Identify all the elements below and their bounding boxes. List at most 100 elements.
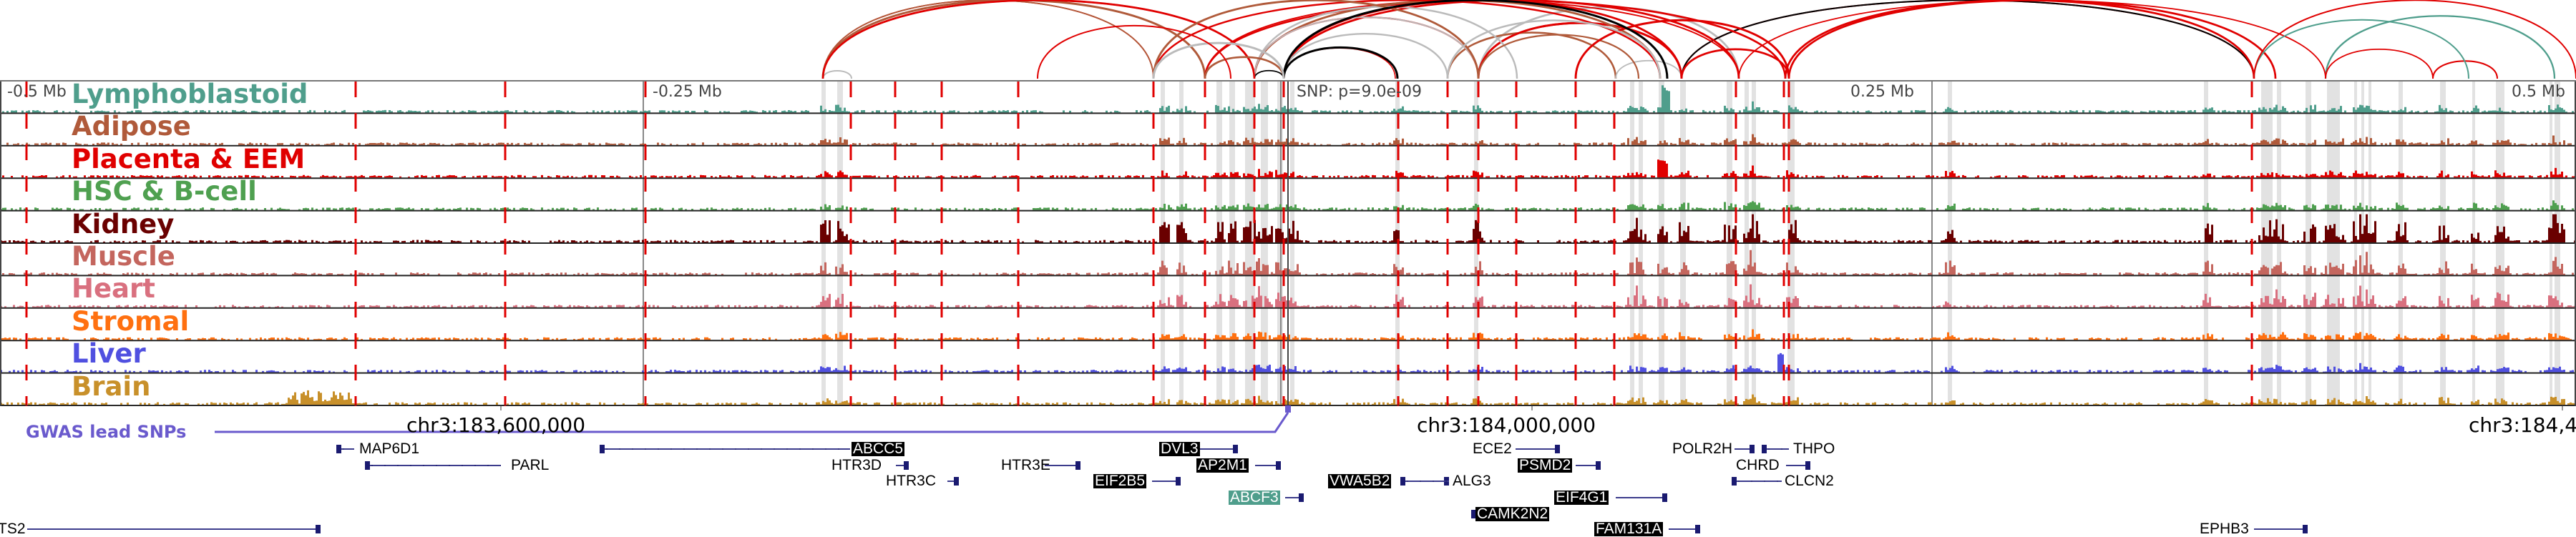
gwas-snp-marker[interactable] [1285,405,1291,413]
exon-block [1299,493,1304,502]
coordinate-label: chr3:183,600,000 [406,413,586,437]
gene-name[interactable]: CLCN2 [1785,473,1834,489]
exon-block [1805,461,1810,470]
exon-block [1233,445,1238,453]
loop-arc [1784,0,2255,79]
snp-pvalue-label: SNP: p=9.0e-09 [1297,83,1422,101]
loop-arc [1152,0,1480,79]
gene-name[interactable]: HTR3C [886,473,937,489]
coordinate-label: chr3:184,000,000 [1417,413,1596,437]
gene-body [1576,465,1601,466]
loop-arc [821,0,1256,79]
axis-label-right: 0.5 Mb [2512,83,2565,101]
loop-arc [1787,0,2277,79]
track-label: HSC & B-cell [72,176,257,207]
gene-body [1045,465,1080,466]
loop-arc [2431,60,2499,79]
gene-name[interactable]: ECE2 [1473,440,1512,457]
signal-tracks: Lymphoblastoid Adipose Placenta & EEM HSC &… [0,80,2576,406]
track-label: Liver [72,338,146,370]
track-label: Heart [72,273,155,305]
coordinate-label: chr3:184,4 [2469,413,2576,437]
gene-body [1516,448,1560,450]
loop-arc [1204,56,1285,79]
exon-block [1555,445,1560,453]
gene-name[interactable]: CAMK2N2 [1475,506,1550,522]
exon-block [1695,525,1700,533]
exon-block [365,461,370,470]
loop-arc [1152,0,1662,79]
exon-block [1750,445,1755,453]
gene-name[interactable]: ABCF3 [1229,489,1280,506]
exon-block [954,477,959,486]
gene-body [1152,481,1181,482]
loop-arc [1446,31,1617,79]
gene-body [1400,481,1449,482]
loop-arc [1574,19,1790,79]
gene-name[interactable]: AP2M1 [1196,457,1249,473]
gene-body [1732,481,1782,482]
loop-arc [1254,70,1284,79]
loop-arc [1282,32,1449,79]
loop-arc [1477,34,1640,79]
loop-arc [821,0,1206,79]
gene-body [1786,465,1810,466]
exon-block [1400,477,1405,486]
gwas-track-label: GWAS lead SNPs [26,422,187,442]
loop-arc [2325,49,2434,79]
gene-name[interactable]: HTR3E [1001,457,1050,473]
gene-name[interactable]: MAP6D1 [359,440,420,457]
gene-name[interactable]: FAM131A [1594,521,1664,537]
gene-body [27,528,321,530]
gene-body [896,465,909,466]
loop-arc [1037,24,1231,79]
loop-arc [1253,16,1480,79]
gene-name[interactable]: DVL3 [1159,440,1200,457]
track-label: Muscle [72,241,175,272]
loop-arc [1446,19,1662,79]
gene-body [1285,497,1304,498]
gene-body [947,481,959,482]
gene-name[interactable]: PARL [511,457,550,473]
exon-block [1662,493,1667,502]
gene-body [1616,497,1667,498]
loop-arc [1680,48,1790,79]
gwas-lead-snp-track [0,405,2576,433]
exon-block [1732,477,1737,486]
gene-body [336,448,354,450]
gene-body [365,465,501,466]
gene-name[interactable]: VWA5B2 [1328,473,1392,489]
gene-body [1255,465,1281,466]
loop-arc [1784,0,2255,79]
loop-arc [1204,0,1787,79]
gene-name[interactable]: TS2 [0,521,26,537]
track-label: Brain [72,370,151,402]
loop-arc [821,0,1256,79]
loop-arc [1283,47,1396,79]
loop-arc [2324,15,2556,79]
gene-name[interactable]: THPO [1793,440,1835,457]
gene-body [1762,448,1789,450]
exon-block [2303,525,2308,533]
loop-arc [822,70,852,79]
gene-name[interactable]: PSMD2 [1518,457,1573,473]
loop-arc [822,0,1154,79]
gene-name[interactable]: CHRD [1736,457,1780,473]
gene-name[interactable]: EIF4G1 [1554,489,1609,506]
gene-name[interactable]: HTR3D [831,457,882,473]
track-label: Placenta & EEM [72,143,306,174]
gene-name[interactable]: ALG3 [1453,473,1491,489]
gwas-connector [215,412,1289,433]
track-label: Kidney [72,208,175,240]
exon-block [1276,461,1281,470]
loop-arc [822,0,1154,79]
exon-block [336,445,341,453]
gene-name[interactable]: EIF2B5 [1093,473,1147,489]
gene-name[interactable]: EPHB3 [2200,521,2249,537]
loop-arc [1152,41,1285,79]
exon-block [1762,445,1767,453]
axis-label-mid-right: 0.25 Mb [1850,83,1914,101]
gene-name[interactable]: POLR2H [1672,440,1733,457]
loop-arc [1204,56,1284,79]
gene-name[interactable]: ABCC5 [852,440,905,457]
